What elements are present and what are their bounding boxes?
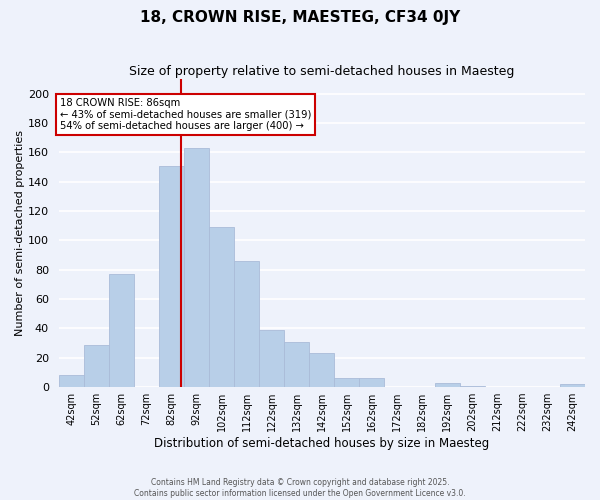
- Bar: [284, 342, 309, 387]
- X-axis label: Distribution of semi-detached houses by size in Maesteg: Distribution of semi-detached houses by …: [154, 437, 490, 450]
- Bar: [259, 330, 284, 387]
- Bar: [434, 382, 460, 387]
- Bar: [109, 274, 134, 387]
- Bar: [234, 261, 259, 387]
- Bar: [560, 384, 585, 387]
- Bar: [159, 166, 184, 387]
- Text: Contains HM Land Registry data © Crown copyright and database right 2025.
Contai: Contains HM Land Registry data © Crown c…: [134, 478, 466, 498]
- Bar: [184, 148, 209, 387]
- Bar: [83, 344, 109, 387]
- Bar: [334, 378, 359, 387]
- Bar: [309, 354, 334, 387]
- Title: Size of property relative to semi-detached houses in Maesteg: Size of property relative to semi-detach…: [129, 65, 515, 78]
- Y-axis label: Number of semi-detached properties: Number of semi-detached properties: [15, 130, 25, 336]
- Bar: [209, 228, 234, 387]
- Bar: [59, 376, 83, 387]
- Text: 18, CROWN RISE, MAESTEG, CF34 0JY: 18, CROWN RISE, MAESTEG, CF34 0JY: [140, 10, 460, 25]
- Text: 18 CROWN RISE: 86sqm
← 43% of semi-detached houses are smaller (319)
54% of semi: 18 CROWN RISE: 86sqm ← 43% of semi-detac…: [60, 98, 311, 132]
- Bar: [359, 378, 385, 387]
- Bar: [460, 386, 485, 387]
